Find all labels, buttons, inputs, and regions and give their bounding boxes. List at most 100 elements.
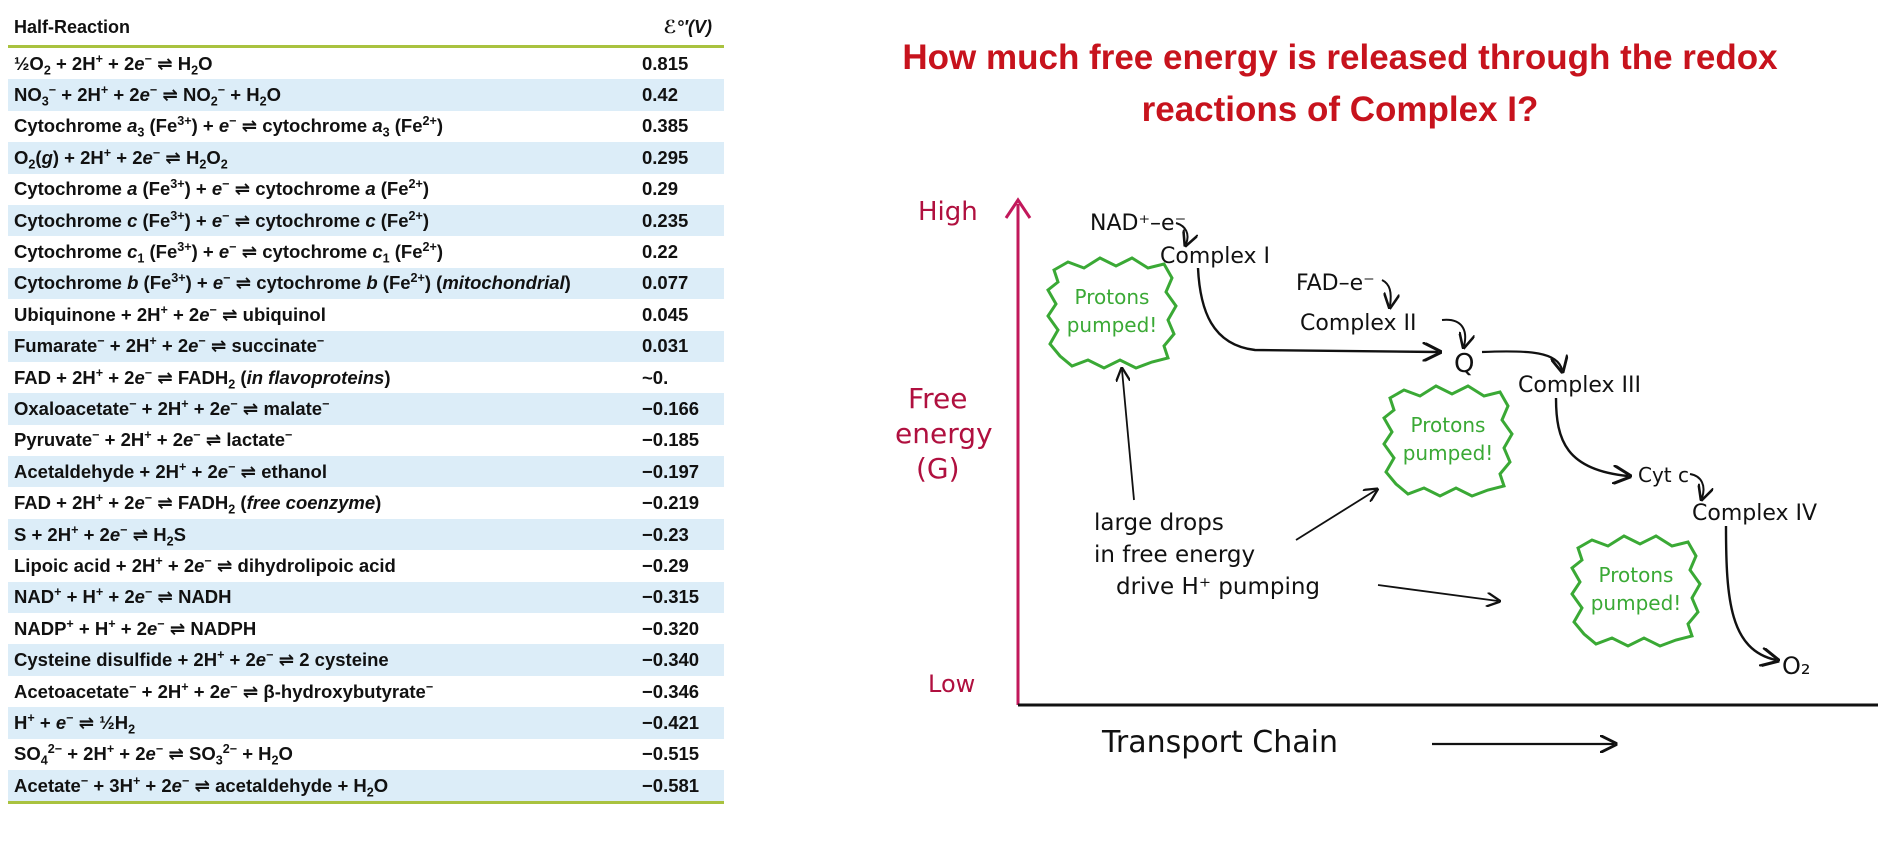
y-axis-arrowhead (1004, 197, 1032, 219)
table-row: Acetate− + 3H+ + 2e− ⇌ acetaldehyde + H2… (8, 769, 724, 802)
protons-burst-3: Protons pumped! (1570, 534, 1702, 648)
note-line-1: large drops (1094, 510, 1224, 536)
note-arrow-to-burst-3 (1377, 584, 1498, 601)
arrow-fad-to-complex-2 (1381, 279, 1391, 306)
half-reaction-equation: O2(g) + 2H+ + 2e− ⇌ H2O2 (14, 145, 228, 172)
question-title: How much free energy is released through… (902, 38, 1778, 129)
half-reaction-equation: Acetate− + 3H+ + 2e− ⇌ acetaldehyde + H2… (14, 773, 389, 800)
table-row: Cytochrome b (Fe3+) + e− ⇌ cytochrome b … (8, 267, 724, 300)
protons-burst-3-line-2: pumped! (1591, 591, 1682, 615)
half-reaction-equation: ½O2 + 2H+ + 2e− ⇌ H2O (14, 51, 213, 78)
reduction-potential: 0.815 (642, 52, 689, 74)
arrow-nad-to-complex-1 (1175, 222, 1188, 244)
half-reaction-table: Half-Reaction ℰ°′(V) ½O2 + 2H+ + 2e− ⇌ H… (8, 10, 724, 805)
half-reaction-equation: S + 2H+ + 2e− ⇌ H2S (14, 522, 186, 549)
table-body: ½O2 + 2H+ + 2e− ⇌ H2O 0.815 NO3− + 2H+ + 2… (8, 48, 724, 802)
half-reaction-equation: Fumarate− + 2H+ + 2e− ⇌ succinate− (14, 334, 325, 357)
table-row: Cytochrome c1 (Fe3+) + e− ⇌ cytochrome c… (8, 236, 724, 267)
half-reaction-equation: NADP+ + H+ + 2e− ⇌ NADPH (14, 616, 257, 639)
protons-burst-1: Protons pumped! (1046, 256, 1178, 370)
half-reaction-equation: Cytochrome b (Fe3+) + e− ⇌ cytochrome b … (14, 271, 571, 294)
reduction-potential: 0.031 (642, 335, 689, 357)
reduction-potential: 0.235 (642, 209, 689, 231)
protons-burst-2: Protons pumped! (1382, 384, 1514, 498)
table-row: H+ + e− ⇌ ½H2 −0.421 (8, 707, 724, 739)
reduction-potential: −0.197 (642, 460, 700, 482)
header-potential: ℰ°′(V) (663, 17, 712, 37)
half-reaction-equation: Pyruvate− + 2H+ + 2e− ⇌ lactate− (14, 428, 293, 451)
table-row: Lipoic acid + 2H+ + 2e− ⇌ dihydrolipoic … (8, 550, 724, 581)
protons-burst-1-line-1: Protons (1075, 285, 1150, 309)
reduction-potential: 0.077 (642, 272, 689, 294)
table-row: FAD + 2H+ + 2e− ⇌ FADH2 (free coenzyme) −… (8, 487, 724, 518)
protons-burst-3-line-1: Protons (1599, 563, 1674, 587)
complex-1-label: Complex I (1160, 244, 1270, 269)
header-half-reaction: Half-Reaction (14, 17, 131, 37)
table-row: O2(g) + 2H+ + 2e− ⇌ H2O2 0.295 (8, 142, 724, 174)
fad-label: FAD–e⁻ (1296, 271, 1375, 296)
reduction-potential: −0.515 (642, 743, 700, 765)
half-reaction-equation: SO42− + 2H+ + 2e− ⇌ SO32− + H2O (14, 742, 293, 768)
complex-3-label: Complex III (1518, 373, 1641, 398)
half-reaction-equation: NO3− + 2H+ + 2e− ⇌ NO2− + H2O (14, 82, 281, 109)
table-row: Cysteine disulfide + 2H+ + 2e− ⇌ 2 cyste… (8, 644, 724, 676)
reduction-potential: −0.346 (642, 680, 700, 702)
reduction-potential: ~0. (642, 366, 669, 388)
half-reaction-equation: NAD+ + H+ + 2e− ⇌ NADH (14, 585, 232, 608)
reduction-potential: 0.385 (642, 115, 689, 137)
reduction-potential: −0.219 (642, 492, 700, 514)
arrow-complex-2-to-q (1441, 318, 1465, 346)
x-axis-label: Transport Chain (1101, 725, 1338, 760)
axis-high-label: High (918, 197, 978, 227)
axis-low-label: Low (928, 670, 975, 698)
table-row: FAD + 2H+ + 2e− ⇌ FADH2 (in flavoprotein… (8, 362, 724, 393)
half-reaction-equation: Cytochrome a3 (Fe3+) + e− ⇌ cytochrome a… (14, 114, 444, 141)
table-row: NAD+ + H+ + 2e− ⇌ NADH −0.315 (8, 581, 724, 614)
q-label: Q (1454, 349, 1474, 379)
half-reaction-equation: Lipoic acid + 2H+ + 2e− ⇌ dihydrolipoic … (14, 553, 396, 576)
table-bottom-rule (8, 801, 724, 805)
reduction-potential: −0.166 (642, 397, 700, 419)
table-row: Cytochrome a (Fe3+) + e− ⇌ cytochrome a … (8, 174, 724, 205)
nad-label: NAD⁺–e⁻ (1090, 211, 1186, 236)
half-reaction-equation: Acetoacetate− + 2H+ + 2e− ⇌ β-hydroxybut… (14, 679, 434, 702)
arrow-cyt-c-to-complex-4 (1689, 473, 1704, 498)
reduction-potential: −0.340 (642, 649, 700, 671)
protons-burst-1-line-2: pumped! (1067, 313, 1158, 337)
table-header: Half-Reaction ℰ°′(V) (8, 10, 724, 48)
reduction-potential: −0.29 (642, 554, 689, 576)
reduction-potential: 0.42 (642, 84, 679, 106)
half-reaction-equation: Acetaldehyde + 2H+ + 2e− ⇌ ethanol (14, 459, 327, 482)
reduction-potential: −0.421 (642, 711, 700, 733)
reduction-potential: 0.295 (642, 146, 689, 168)
table-row: Cytochrome a3 (Fe3+) + e− ⇌ cytochrome a… (8, 111, 724, 142)
arrow-q-to-complex-3 (1481, 350, 1562, 370)
reduction-potential: 0.29 (642, 178, 679, 200)
o2-label: O₂ (1782, 652, 1811, 680)
note-arrow-to-burst-1 (1122, 370, 1135, 501)
reduction-potential: −0.320 (642, 617, 700, 639)
y-axis-label-g: (G) (916, 452, 960, 485)
reduction-potential: −0.315 (642, 586, 700, 608)
half-reaction-equation: Cytochrome a (Fe3+) + e− ⇌ cytochrome a … (14, 177, 430, 200)
y-axis-label-energy: energy (895, 417, 993, 450)
half-reaction-equation: FAD + 2H+ + 2e− ⇌ FADH2 (in flavoprotein… (14, 365, 391, 392)
cyt-c-label: Cyt c (1638, 463, 1689, 487)
table-row: SO42− + 2H+ + 2e− ⇌ SO32− + H2O −0.515 (8, 739, 724, 770)
protons-burst-2-line-2: pumped! (1403, 441, 1494, 465)
reduction-potential: 0.045 (642, 303, 689, 325)
table-row: Ubiquinone + 2H+ + 2e− ⇌ ubiquinol 0.045 (8, 299, 724, 330)
protons-burst-2-line-1: Protons (1411, 413, 1486, 437)
note-line-3: drive H⁺ pumping (1116, 574, 1320, 600)
note-line-2: in free energy (1094, 542, 1255, 568)
table-row: NO3− + 2H+ + 2e− ⇌ NO2− + H2O 0.42 (8, 79, 724, 111)
table-row: ½O2 + 2H+ + 2e− ⇌ H2O 0.815 (8, 48, 724, 79)
half-reaction-equation: H+ + e− ⇌ ½H2 (14, 710, 136, 737)
half-reaction-equation: FAD + 2H+ + 2e− ⇌ FADH2 (free coenzyme) (14, 491, 382, 517)
y-axis-label-free: Free (908, 382, 967, 415)
table-row: Pyruvate− + 2H+ + 2e− ⇌ lactate− −0.185 (8, 425, 724, 456)
table-row: Acetoacetate− + 2H+ + 2e− ⇌ β-hydroxybut… (8, 676, 724, 707)
note-arrow-to-burst-2 (1295, 490, 1376, 541)
reduction-potential: −0.23 (642, 523, 689, 545)
